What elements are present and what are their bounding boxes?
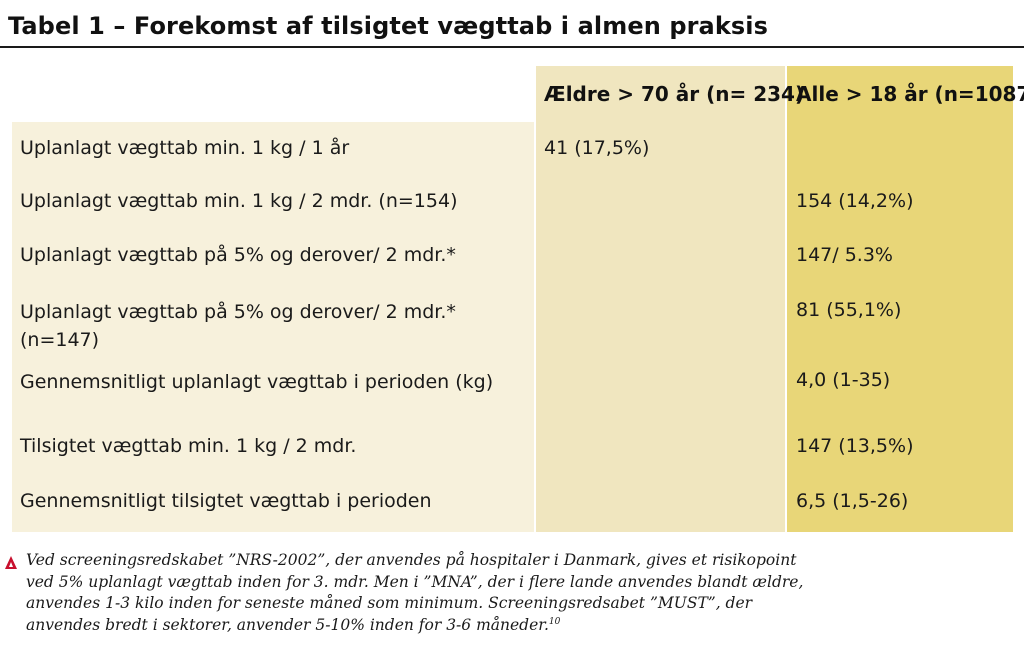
column-header-all: Alle > 18 år (n=1087) — [796, 82, 1024, 106]
row-value-all: 6,5 (1,5-26) — [796, 490, 909, 512]
row-label: Uplanlagt vægttab på 5% og derover/ 2 md… — [20, 301, 456, 351]
row-value-all: 147/ 5.3% — [796, 244, 893, 266]
warning-triangle-icon — [5, 556, 17, 569]
row-label: Gennemsnitligt uplanlagt vægttab i perio… — [20, 371, 494, 393]
row-value-all: 4,0 (1-35) — [796, 369, 891, 391]
column-header-elderly: Ældre > 70 år (n= 234) — [544, 82, 805, 106]
table-title: Tabel 1 – Forekomst af tilsigtet vægttab… — [8, 12, 769, 40]
row-label: Uplanlagt vægttab på 5% og derover/ 2 md… — [20, 244, 456, 266]
row-value-all: 147 (13,5%) — [796, 435, 914, 457]
row-label: Uplanlagt vægttab min. 1 kg / 2 mdr. (n=… — [20, 190, 458, 212]
row-value-elderly: 41 (17,5%) — [544, 137, 650, 159]
row-label: Tilsigtet vægttab min. 1 kg / 2 mdr. — [20, 435, 357, 457]
title-rule — [0, 46, 1024, 48]
label-column-bg — [12, 122, 534, 532]
row-value-all: 81 (55,1%) — [796, 299, 902, 321]
footnote-text: Ved screeningsredskabet ”NRS-2002”, der … — [26, 551, 804, 634]
footnote: Ved screeningsredskabet ”NRS-2002”, der … — [26, 550, 826, 636]
column-all-bg — [787, 66, 1013, 532]
row-label: Uplanlagt vægttab min. 1 kg / 1 år — [20, 137, 350, 159]
column-elderly-bg — [536, 66, 785, 532]
footnote-reference: 10 — [548, 616, 561, 627]
row-value-all: 154 (14,2%) — [796, 190, 914, 212]
row-label: Gennemsnitligt tilsigtet vægttab i perio… — [20, 490, 432, 512]
